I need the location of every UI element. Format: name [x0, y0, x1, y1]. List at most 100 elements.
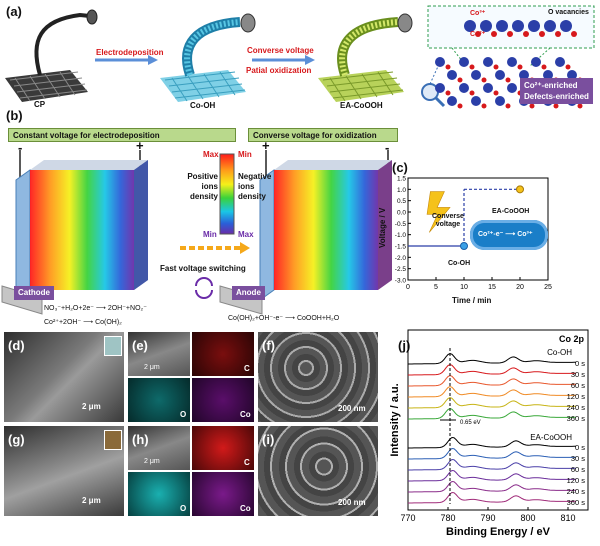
co-atom: [464, 20, 476, 32]
sem-image-f: [258, 332, 378, 422]
scale-min-left: Min: [203, 230, 217, 239]
co-atom: [543, 70, 553, 80]
o-atom: [481, 103, 487, 109]
xps-xlabel: Binding Energy / eV: [446, 526, 551, 538]
right-cell: [259, 150, 392, 301]
chart-c-ylabel: Voltage / V: [378, 207, 387, 248]
label-g: (g): [8, 432, 25, 447]
o-atom: [517, 64, 523, 70]
o-atom: [445, 90, 451, 96]
chart-c-coh-label: Co-OH: [448, 260, 471, 267]
o-vacancies-label: O vacancies: [548, 9, 589, 16]
o-atom: [539, 31, 545, 37]
o-atom: [505, 77, 511, 83]
fast-switch-label: Fast voltage switching: [160, 264, 246, 273]
o-atom: [529, 103, 535, 109]
xps-x-tick-label: 790: [480, 513, 495, 523]
co-atom: [483, 57, 493, 67]
converse-line2: voltage: [435, 221, 461, 228]
o-atom: [469, 90, 475, 96]
xps-ylabel: Intensity / a.u.: [389, 383, 401, 456]
sem-image-h: [128, 426, 190, 470]
xps-series-line: [408, 469, 576, 482]
y-tick-label: -1.5: [395, 244, 407, 251]
step-electrodeposition: Electrodeposition: [96, 48, 164, 57]
negative-line2: ions: [238, 182, 255, 191]
converse-voltage-note: Converse voltage: [432, 213, 464, 229]
enriched-line1: Co²⁺-enriched: [524, 81, 578, 90]
lightning-icon: [426, 191, 451, 233]
chart-c-xlabel: Time / min: [452, 296, 492, 305]
positive-line3: density: [189, 192, 218, 201]
x-tick-label: 5: [434, 284, 438, 291]
scale-f: 200 nm: [338, 404, 366, 413]
marker-coh: [460, 242, 468, 250]
xps-series-label: 240 s: [567, 487, 586, 496]
left-minus: -: [18, 140, 23, 155]
right-plus: +: [262, 138, 270, 153]
y-tick-label: 0.5: [397, 198, 406, 205]
o-atom: [491, 31, 497, 37]
co-atom: [560, 20, 572, 32]
equation-2: Co²⁺+2OH⁻ ⟶ Co(OH)₂: [44, 319, 122, 326]
xps-group-label-coh: Co-OH: [547, 348, 572, 357]
o-atom: [493, 64, 499, 70]
left-header: Constant voltage for electrodeposition: [8, 128, 236, 142]
xps-series-label: 0 s: [575, 359, 585, 368]
scale-e: 2 μm: [144, 364, 160, 371]
xps-series-label: 30 s: [571, 370, 585, 379]
ea-cooh-label: EA-CoOOH: [340, 101, 383, 110]
o-atom: [457, 77, 463, 83]
co-atom: [555, 57, 565, 67]
scale-i: 200 nm: [338, 498, 366, 507]
x-tick-label: 15: [488, 284, 496, 291]
color-scale-bar: [219, 153, 235, 235]
cloud-shape: [470, 220, 548, 250]
voltage-time-chart: 0 5 10 15 20 25 -3.0 -2.5 -2.0 -1.5 -1.0 -0.5 0.0 0.5…: [395, 176, 552, 292]
co-atom: [471, 70, 481, 80]
map-c-e: [192, 332, 254, 376]
xps-series-line: [408, 374, 576, 387]
cp-label: CP: [34, 100, 46, 109]
carbon-paper-mesh: [5, 9, 98, 102]
panel-j-label: (j): [398, 338, 411, 353]
crystal-inset-top: [427, 5, 595, 49]
xps-x-tick-label: 800: [520, 513, 535, 523]
x-tick-label: 10: [460, 284, 468, 291]
label-d: (d): [8, 338, 25, 353]
co3-label: Co³⁺: [470, 10, 486, 17]
coh-label: Co-OH: [190, 101, 216, 110]
xps-series-line: [408, 447, 576, 460]
map-o-label-h: O: [180, 504, 187, 513]
xps-series-label: 360 s: [567, 414, 586, 423]
xps-frame: [407, 329, 589, 511]
x-tick-label: 20: [516, 284, 524, 291]
y-tick-label: -2.5: [395, 266, 407, 273]
scale-d: 2 μm: [82, 402, 101, 411]
co-atom: [544, 20, 556, 32]
o-atom: [475, 31, 481, 37]
co-atom: [471, 96, 481, 106]
map-c-h: [192, 426, 254, 470]
o-atom: [469, 64, 475, 70]
equation-3: Co(OH)₂+OH⁻-e⁻ ⟶ CoOOH+H₂O: [228, 315, 340, 322]
xps-x-tick-label: 770: [400, 513, 415, 523]
co-atom: [480, 20, 492, 32]
scale-h: 2 μm: [144, 458, 160, 465]
xps-series-line: [408, 385, 576, 398]
o-atom: [481, 77, 487, 83]
scale-max-right: Max: [238, 230, 254, 239]
chart-c-frame: [407, 177, 549, 281]
y-tick-label: -3.0: [395, 278, 407, 285]
left-plus: +: [136, 138, 144, 153]
left-cell: [15, 150, 148, 301]
enriched-tag: Co²⁺-enriched Defects-enriched: [520, 78, 593, 104]
chart-c-ea-label: EA-CoOOH: [492, 208, 530, 215]
co-atom: [507, 83, 517, 93]
co-atom: [483, 83, 493, 93]
panel-a-illustration: [5, 5, 595, 109]
co-atom: [519, 70, 529, 80]
y-tick-label: -1.0: [395, 232, 407, 239]
xps-series-line: [408, 352, 576, 365]
xps-series-label: 240 s: [567, 403, 586, 412]
